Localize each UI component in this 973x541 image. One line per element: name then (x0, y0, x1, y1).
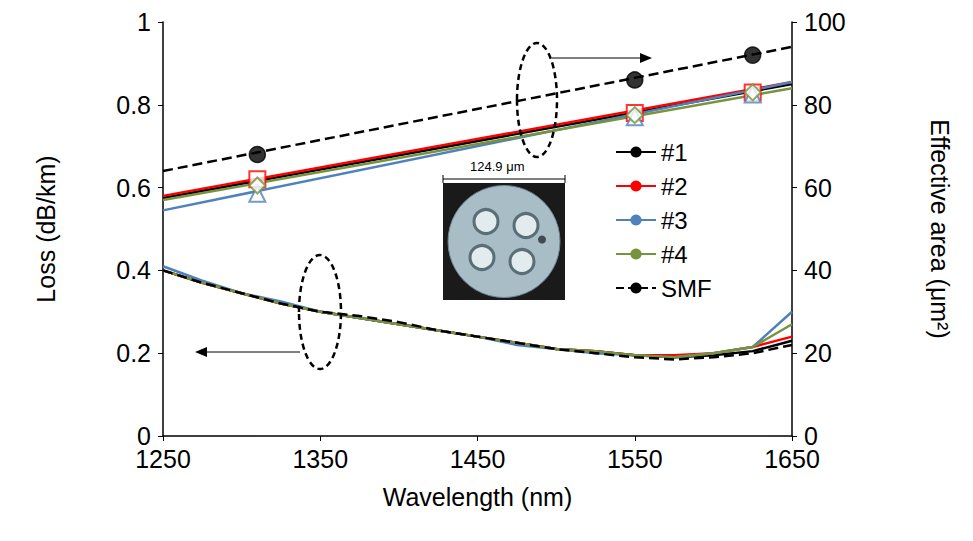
svg-text:0.2: 0.2 (116, 339, 151, 367)
svg-text:0.6: 0.6 (116, 174, 151, 202)
svg-text:80: 80 (804, 91, 832, 119)
svg-text:124.9 μm: 124.9 μm (470, 159, 524, 174)
svg-text:0: 0 (137, 422, 151, 450)
svg-text:0.8: 0.8 (116, 91, 151, 119)
svg-text:#3: #3 (661, 207, 688, 234)
svg-text:SMF: SMF (661, 275, 712, 302)
svg-text:0: 0 (804, 422, 818, 450)
svg-text:#2: #2 (661, 173, 688, 200)
svg-text:Wavelength (nm): Wavelength (nm) (383, 483, 572, 511)
svg-text:60: 60 (804, 174, 832, 202)
svg-text:1250: 1250 (135, 445, 191, 473)
svg-text:100: 100 (804, 8, 846, 36)
svg-text:40: 40 (804, 256, 832, 284)
svg-text:1450: 1450 (450, 445, 506, 473)
svg-text:1350: 1350 (292, 445, 348, 473)
svg-text:1: 1 (137, 8, 151, 36)
svg-text:Effective area (μm²): Effective area (μm²) (926, 119, 954, 339)
svg-text:20: 20 (804, 339, 832, 367)
svg-text:#1: #1 (661, 139, 688, 166)
svg-text:1650: 1650 (764, 445, 820, 473)
svg-text:Loss (dB/km): Loss (dB/km) (32, 155, 60, 302)
svg-text:0.4: 0.4 (116, 256, 151, 284)
svg-text:#4: #4 (661, 241, 688, 268)
svg-text:1550: 1550 (607, 445, 663, 473)
